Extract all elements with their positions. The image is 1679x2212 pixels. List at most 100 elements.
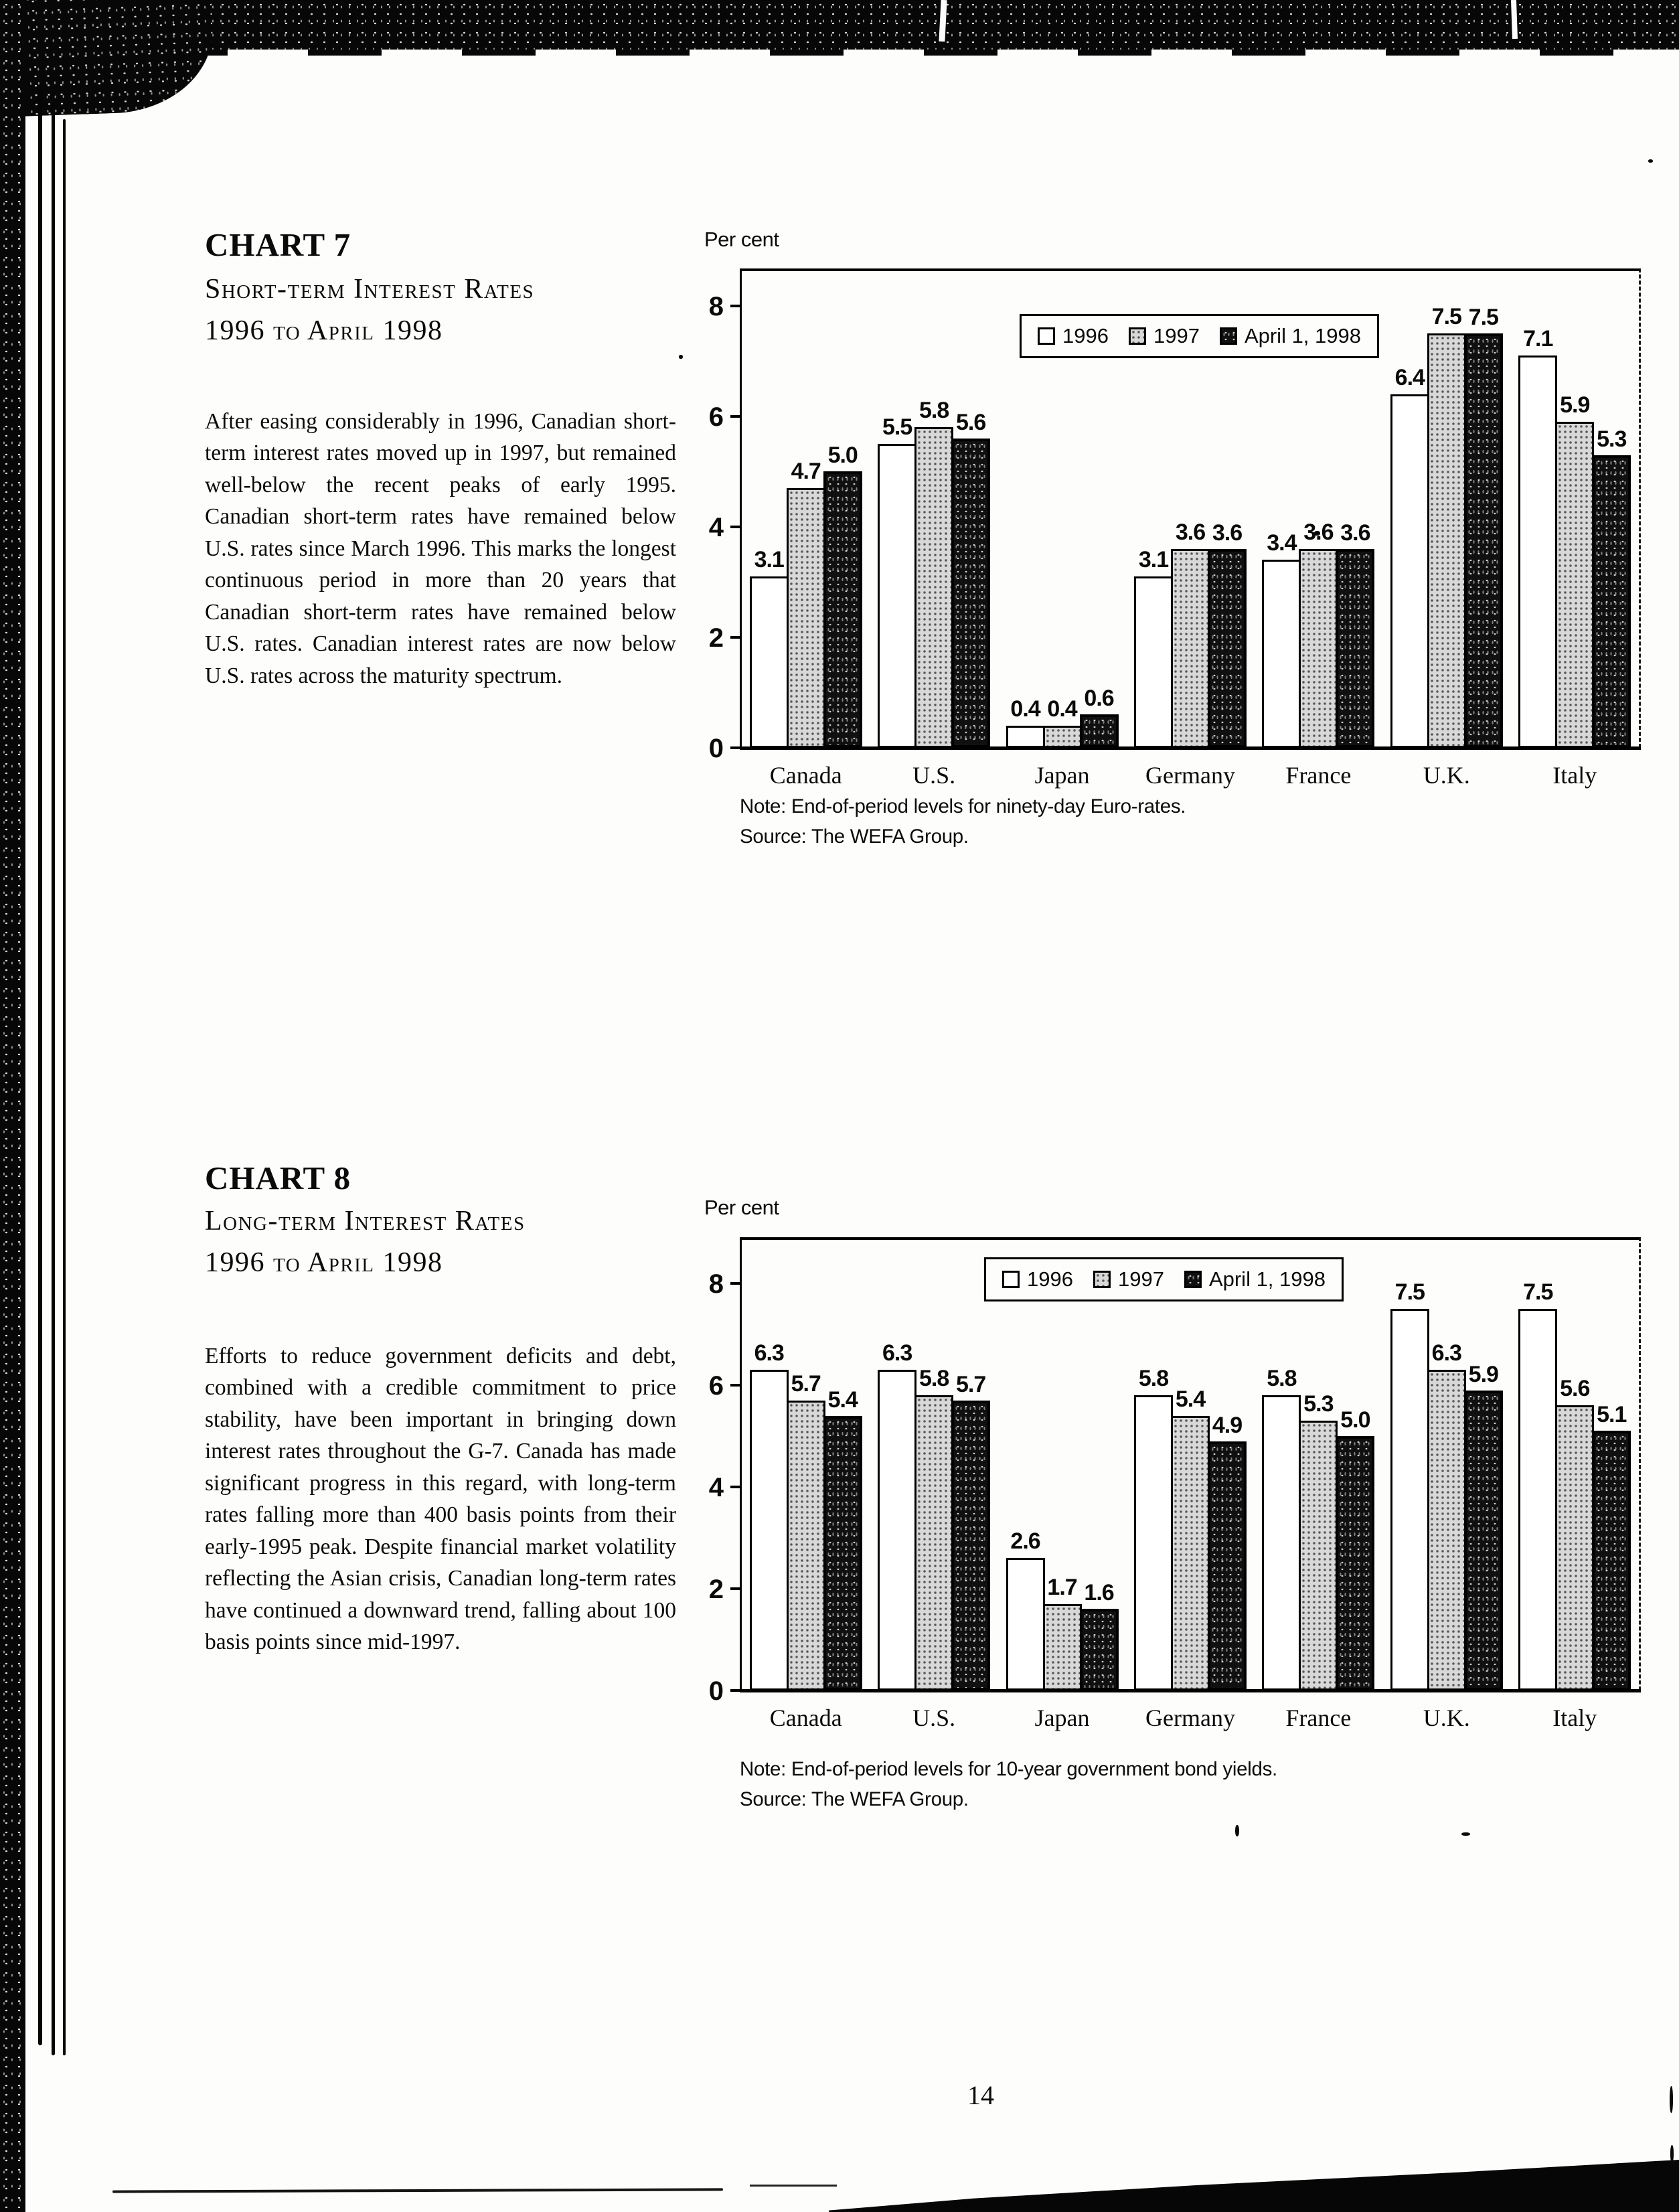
bar-value-label: 0.4 bbox=[1047, 696, 1077, 722]
bar-value-label: 6.3 bbox=[754, 1340, 785, 1366]
bar-april-1-1998-japan: 1.6 bbox=[1079, 1580, 1119, 1690]
y-axis-tick-label: 6 bbox=[708, 402, 724, 432]
bar-value-label: 5.1 bbox=[1597, 1402, 1627, 1427]
bar-1997-italy: 5.9 bbox=[1555, 392, 1595, 748]
bar-1996-u-s: 5.5 bbox=[878, 414, 917, 748]
legend-swatch-1997 bbox=[1093, 1271, 1111, 1288]
bar-1996-japan: 0.4 bbox=[1006, 696, 1045, 748]
bar-group-italy: 7.1 5.9 5.3 bbox=[1511, 326, 1639, 748]
x-axis-labels: Canada U.S. Japan Germany France U.K. Italy bbox=[742, 1704, 1639, 1732]
bar-value-label: 7.5 bbox=[1468, 305, 1499, 330]
legend-label: April 1, 1998 bbox=[1244, 324, 1361, 347]
scan-artifact-scratch bbox=[112, 2188, 724, 2193]
bar-1996-germany: 5.8 bbox=[1133, 1366, 1173, 1690]
bar-april-1-1998-canada: 5.4 bbox=[823, 1387, 862, 1690]
bar-1996-japan: 2.6 bbox=[1006, 1528, 1045, 1690]
bar-1997-france: 5.3 bbox=[1299, 1391, 1338, 1690]
bar-1997-u-s: 5.8 bbox=[914, 1366, 954, 1690]
bar-1996-germany: 3.1 bbox=[1133, 547, 1173, 748]
y-axis-tick-label: 0 bbox=[708, 1676, 724, 1706]
legend-item-1996: 1996 bbox=[1038, 324, 1109, 348]
chart7-note: Note: End-of-period levels for ninety-da… bbox=[740, 795, 1186, 817]
bar-value-label: 5.6 bbox=[955, 410, 986, 435]
bar-1997-germany: 5.4 bbox=[1170, 1387, 1210, 1690]
bar-value-label: 5.8 bbox=[1138, 1366, 1169, 1391]
legend-label: 1997 bbox=[1117, 1267, 1164, 1291]
bar-value-label: 3.1 bbox=[1138, 547, 1169, 572]
chart8-x-axis-line bbox=[740, 1689, 1641, 1692]
bar-april-1-1998-germany: 3.6 bbox=[1207, 520, 1247, 748]
chart8-title-line2: 1996 to April 1998 bbox=[205, 1247, 443, 1278]
bar-1996-italy: 7.1 bbox=[1518, 326, 1558, 748]
legend-swatch-1997 bbox=[1128, 327, 1146, 345]
bar-group-france: 3.4 3.6 3.6 bbox=[1255, 520, 1382, 748]
y-axis-tick-label: 2 bbox=[708, 1575, 724, 1604]
bar-1997-u-k: 7.5 bbox=[1427, 304, 1466, 748]
bar-value-label: 3.6 bbox=[1340, 520, 1370, 546]
bar-value-label: 5.5 bbox=[882, 414, 912, 440]
scan-artifact-top-band bbox=[0, 0, 1679, 56]
bar-1996-france: 3.4 bbox=[1262, 530, 1301, 748]
bar-value-label: 0.6 bbox=[1084, 686, 1114, 711]
chart8-unit-label: Per cent bbox=[704, 1196, 779, 1219]
x-axis-label-canada: Canada bbox=[769, 1705, 842, 1731]
chart7-body-paragraph: After easing considerably in 1996, Canad… bbox=[205, 408, 676, 688]
bar-april-1-1998-japan: 0.6 bbox=[1079, 686, 1119, 748]
y-axis-tick-mark bbox=[730, 1384, 742, 1387]
bar-1996-u-k: 6.4 bbox=[1390, 365, 1429, 748]
chart8-title-line1: Long-term Interest Rates bbox=[205, 1206, 526, 1237]
bars-row: 6.3 5.7 5.4 6.3 5.8 5.7 2.6 1.7 1.6 5.8 5.4 4.9 5.8 5… bbox=[742, 1240, 1639, 1690]
bar-group-u-s: 5.5 5.8 5.6 bbox=[870, 398, 997, 748]
scan-artifact-left-strip bbox=[0, 0, 25, 2212]
chart8-plot-area: 6.3 5.7 5.4 6.3 5.8 5.7 2.6 1.7 1.6 5.8 5.4 4.9 5.8 5… bbox=[709, 1237, 1641, 1731]
bar-value-label: 5.0 bbox=[1340, 1407, 1370, 1433]
scan-artifact-corner-blob bbox=[0, 0, 216, 118]
bar-value-label: 5.4 bbox=[1175, 1387, 1206, 1412]
bar-value-label: 5.6 bbox=[1560, 1376, 1590, 1401]
y-axis-tick-label: 8 bbox=[708, 1269, 724, 1299]
legend-label: 1997 bbox=[1153, 324, 1200, 347]
bar-1997-canada: 5.7 bbox=[786, 1371, 825, 1690]
bar-value-label: 6.4 bbox=[1394, 365, 1425, 390]
y-axis-tick-label: 2 bbox=[708, 623, 724, 653]
scan-artifact-speck bbox=[1670, 2145, 1674, 2162]
bar-1997-japan: 0.4 bbox=[1042, 696, 1082, 748]
bar-april-1-1998-italy: 5.3 bbox=[1592, 426, 1631, 748]
chart8-body-paragraph: Efforts to reduce government deficits an… bbox=[205, 1343, 676, 1655]
x-axis-labels: Canada U.S. Japan Germany France U.K. Italy bbox=[742, 761, 1639, 789]
scan-artifact-speck bbox=[1648, 159, 1653, 163]
y-axis-tick-label: 8 bbox=[708, 292, 724, 321]
bar-value-label: 4.7 bbox=[791, 459, 821, 484]
x-axis-label-japan: Japan bbox=[1034, 762, 1090, 789]
x-axis-label-u-k: U.K. bbox=[1423, 762, 1470, 789]
bar-april-1-1998-u-s: 5.6 bbox=[951, 410, 991, 748]
x-axis-label-germany: Germany bbox=[1145, 762, 1235, 789]
bar-group-canada: 3.1 4.7 5.0 bbox=[742, 443, 870, 748]
chart7-source: Source: The WEFA Group. bbox=[740, 825, 969, 848]
bar-group-france: 5.8 5.3 5.0 bbox=[1255, 1366, 1382, 1690]
bar-value-label: 5.9 bbox=[1560, 392, 1590, 418]
chart7-kicker: CHART 7 bbox=[205, 226, 351, 263]
chart7-title-line2: 1996 to April 1998 bbox=[205, 315, 443, 346]
bar-1996-u-k: 7.5 bbox=[1390, 1279, 1429, 1690]
bar-value-label: 2.6 bbox=[1010, 1528, 1040, 1554]
bar-group-germany: 5.8 5.4 4.9 bbox=[1126, 1366, 1254, 1690]
bar-april-1-1998-u-k: 7.5 bbox=[1463, 305, 1503, 748]
chart8-note: Note: End-of-period levels for 10-year g… bbox=[740, 1758, 1277, 1780]
scan-artifact-speck bbox=[1461, 1832, 1470, 1836]
legend-label: 1996 bbox=[1027, 1267, 1073, 1291]
bar-value-label: 5.7 bbox=[791, 1371, 821, 1397]
bar-1997-italy: 5.6 bbox=[1555, 1376, 1595, 1690]
bar-value-label: 4.9 bbox=[1212, 1413, 1243, 1438]
bar-1997-germany: 3.6 bbox=[1170, 520, 1210, 748]
bar-1997-canada: 4.7 bbox=[786, 459, 825, 748]
bar-value-label: 5.8 bbox=[918, 1366, 949, 1391]
chart8-source: Source: The WEFA Group. bbox=[740, 1788, 969, 1810]
bar-group-canada: 6.3 5.7 5.4 bbox=[742, 1340, 870, 1690]
bar-value-label: 5.8 bbox=[918, 398, 949, 423]
y-axis-tick-label: 4 bbox=[708, 513, 724, 542]
x-axis-label-japan: Japan bbox=[1034, 1705, 1090, 1731]
legend-swatch-april-1-1998 bbox=[1219, 327, 1237, 345]
bar-value-label: 7.5 bbox=[1523, 1279, 1553, 1305]
